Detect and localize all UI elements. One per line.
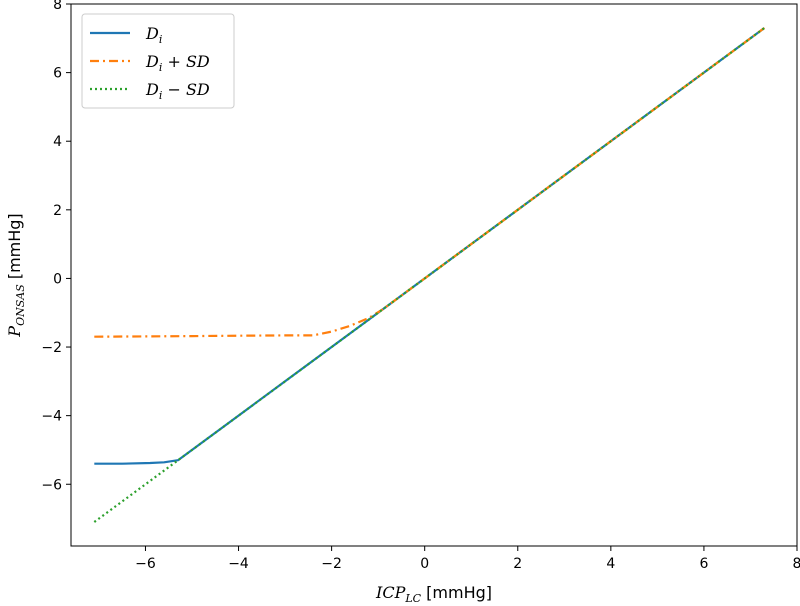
plot-frame [70, 3, 798, 547]
legend-label: Di [145, 24, 162, 46]
series-line-1 [94, 27, 766, 338]
y-tick-label: −6 [41, 477, 62, 493]
y-axis-label: PONSAS [mmHg] [5, 213, 27, 337]
ticks-layer: −6 −4 −2 0 2 4 6 8 −6 −4 −2 0 2 4 6 8 [41, 0, 800, 572]
y-axis-label-unit: [mmHg] [5, 213, 24, 284]
x-tick-label: 6 [699, 556, 708, 572]
series-line-2 [93, 27, 766, 523]
y-tick-label: −4 [41, 409, 62, 425]
legend-label-main: D [145, 80, 159, 99]
x-tick-label: −2 [321, 556, 342, 572]
x-axis-label: ICPLC [mmHg] [375, 583, 492, 605]
y-axis-label-main: P [5, 326, 24, 338]
x-axis-label-main: ICP [375, 583, 406, 602]
legend-label-suffix: − SD [162, 80, 210, 99]
legend-label-suffix: + SD [162, 52, 210, 71]
legend-label-sub: i [159, 89, 163, 102]
y-tick-label: 0 [53, 271, 62, 287]
legend-label-main: D [145, 52, 159, 71]
x-tick-label: 2 [513, 556, 522, 572]
x-tick-label: 8 [793, 556, 800, 572]
series-layer [93, 27, 766, 523]
legend-label: Di − SD [145, 80, 210, 102]
y-tick-label: 8 [53, 0, 62, 13]
x-tick-label: −4 [228, 556, 249, 572]
y-tick-label: 6 [53, 66, 62, 82]
x-axis-label-sub: LC [404, 592, 421, 605]
x-tick-label: 0 [420, 556, 429, 572]
legend-label-sub: i [159, 61, 163, 74]
x-axis-label-unit: [mmHg] [421, 583, 492, 602]
legend-box [81, 13, 235, 109]
legend-label-sub: i [159, 33, 163, 46]
y-tick-label: −2 [41, 340, 62, 356]
y-tick-label: 2 [53, 203, 62, 219]
y-tick-label: 4 [53, 134, 62, 150]
y-axis-label-sub: ONSAS [14, 284, 27, 326]
legend-label: Di + SD [145, 52, 210, 74]
legend-label-main: D [145, 24, 159, 43]
x-tick-label: 4 [606, 556, 615, 572]
x-tick-label: −6 [135, 556, 156, 572]
